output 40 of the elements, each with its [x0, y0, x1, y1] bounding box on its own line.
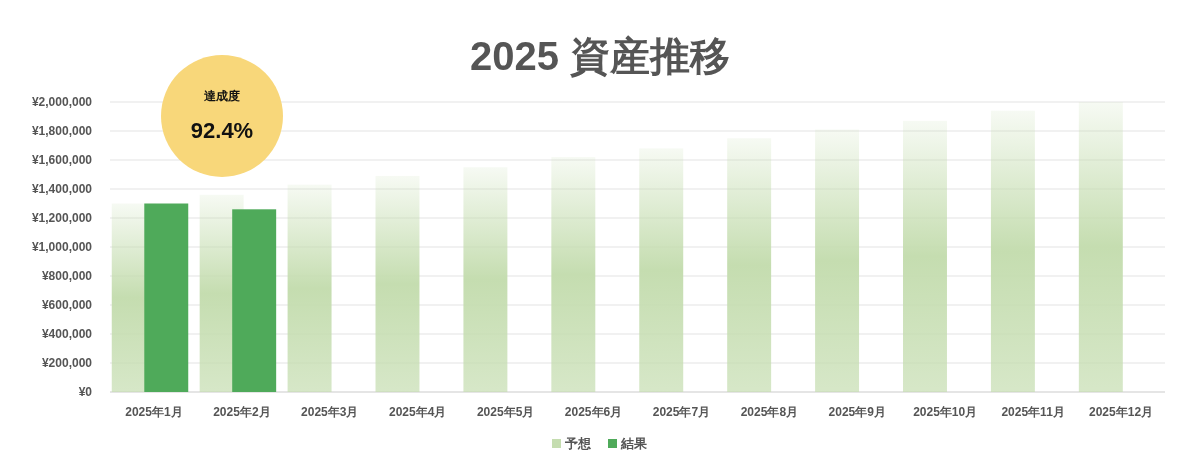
x-tick-label: 2025年1月 [125, 405, 183, 419]
x-tick-label: 2025年9月 [828, 405, 886, 419]
bar [1078, 102, 1123, 392]
bar [551, 157, 596, 392]
annotation: 92.4% [190, 118, 254, 143]
x-tick-label: 2025年2月 [213, 405, 271, 419]
bar [639, 148, 684, 392]
y-tick-label: ¥1,800,000 [31, 124, 93, 138]
x-tick-label: 2025年12月 [1089, 405, 1154, 419]
x-tick-label: 2025年3月 [301, 405, 359, 419]
bar [463, 167, 508, 392]
x-tick-label: 2025年10月 [913, 405, 978, 419]
y-tick-label: ¥1,600,000 [31, 153, 93, 167]
x-tick-label: 2025年11月 [1001, 405, 1065, 419]
bar [287, 184, 332, 392]
x-tick-label: 2025年8月 [740, 405, 799, 419]
x-tick-label: 2025年5月 [476, 405, 535, 419]
bar [815, 129, 860, 392]
y-tick-label: ¥200,000 [41, 356, 93, 370]
annotation: 達成度 [204, 89, 240, 103]
y-tick-label: ¥1,200,000 [31, 211, 93, 225]
y-tick-label: ¥1,400,000 [31, 182, 93, 196]
legend-label: 結果 [620, 436, 648, 451]
y-tick-label: ¥800,000 [41, 269, 93, 283]
y-tick-label: ¥1,000,000 [31, 240, 93, 254]
bar [232, 209, 277, 392]
x-tick-label: 2025年4月 [389, 405, 447, 419]
x-tick-label: 2025年6月 [564, 405, 623, 419]
y-tick-label: ¥0 [78, 385, 93, 399]
y-tick-label: ¥2,000,000 [31, 95, 93, 109]
y-tick-label: ¥600,000 [41, 298, 93, 312]
chart-title: 2025 資産推移 [469, 34, 731, 78]
legend-label: 予想 [564, 436, 592, 451]
bar [727, 138, 772, 392]
bar [144, 203, 189, 392]
y-tick-label: ¥400,000 [41, 327, 93, 341]
bar [903, 120, 947, 392]
bar [990, 110, 1035, 392]
x-tick-label: 2025年7月 [652, 405, 711, 419]
bar [375, 175, 420, 392]
